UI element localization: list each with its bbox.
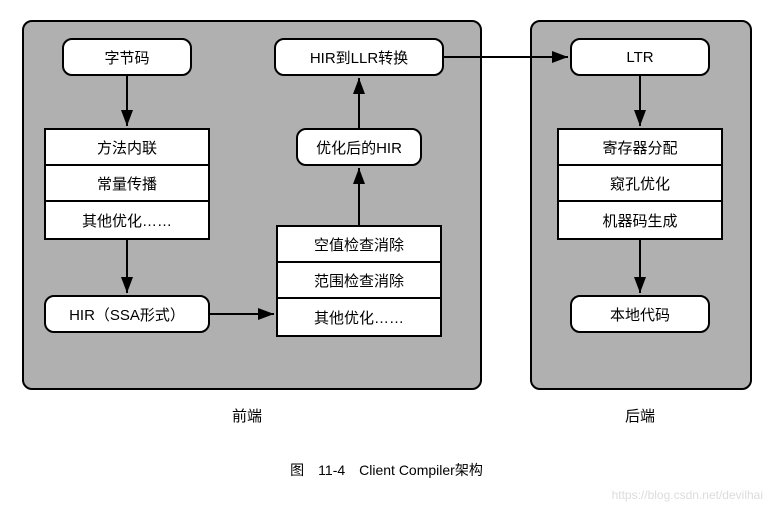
optimized-hir-node: 优化后的HIR <box>296 128 422 166</box>
optimized-hir-label: 优化后的HIR <box>316 137 402 158</box>
ltr-label: LTR <box>626 49 653 66</box>
stack1-cell-1: 常量传播 <box>46 166 208 202</box>
figure-caption: 图 11-4 Client Compiler架构 <box>0 460 773 480</box>
native-code-node: 本地代码 <box>570 295 710 333</box>
stack2-cell-2: 其他优化…… <box>278 299 440 335</box>
bytecode-label: 字节码 <box>104 47 149 68</box>
stack3-cell-1: 窥孔优化 <box>559 166 721 202</box>
frontend-label: 前端 <box>232 405 262 426</box>
frontend-opt-stack-1: 方法内联 常量传播 其他优化…… <box>44 128 210 240</box>
backend-stack: 寄存器分配 窥孔优化 机器码生成 <box>557 128 723 240</box>
stack2-cell-1: 范围检查消除 <box>278 263 440 299</box>
stack2-cell-0: 空值检查消除 <box>278 227 440 263</box>
ltr-node: LTR <box>570 38 710 76</box>
hir-ssa-label: HIR（SSA形式） <box>69 304 185 325</box>
hir-to-llr-node: HIR到LLR转换 <box>274 38 444 76</box>
hir-to-llr-label: HIR到LLR转换 <box>310 47 408 68</box>
stack3-cell-0: 寄存器分配 <box>559 130 721 166</box>
frontend-opt-stack-2: 空值检查消除 范围检查消除 其他优化…… <box>276 225 442 337</box>
native-code-label: 本地代码 <box>610 304 670 325</box>
watermark-text: https://blog.csdn.net/devilhai <box>612 488 763 502</box>
stack3-cell-2: 机器码生成 <box>559 202 721 238</box>
stack1-cell-0: 方法内联 <box>46 130 208 166</box>
backend-label: 后端 <box>625 405 655 426</box>
hir-ssa-node: HIR（SSA形式） <box>44 295 210 333</box>
bytecode-node: 字节码 <box>62 38 192 76</box>
stack1-cell-2: 其他优化…… <box>46 202 208 238</box>
